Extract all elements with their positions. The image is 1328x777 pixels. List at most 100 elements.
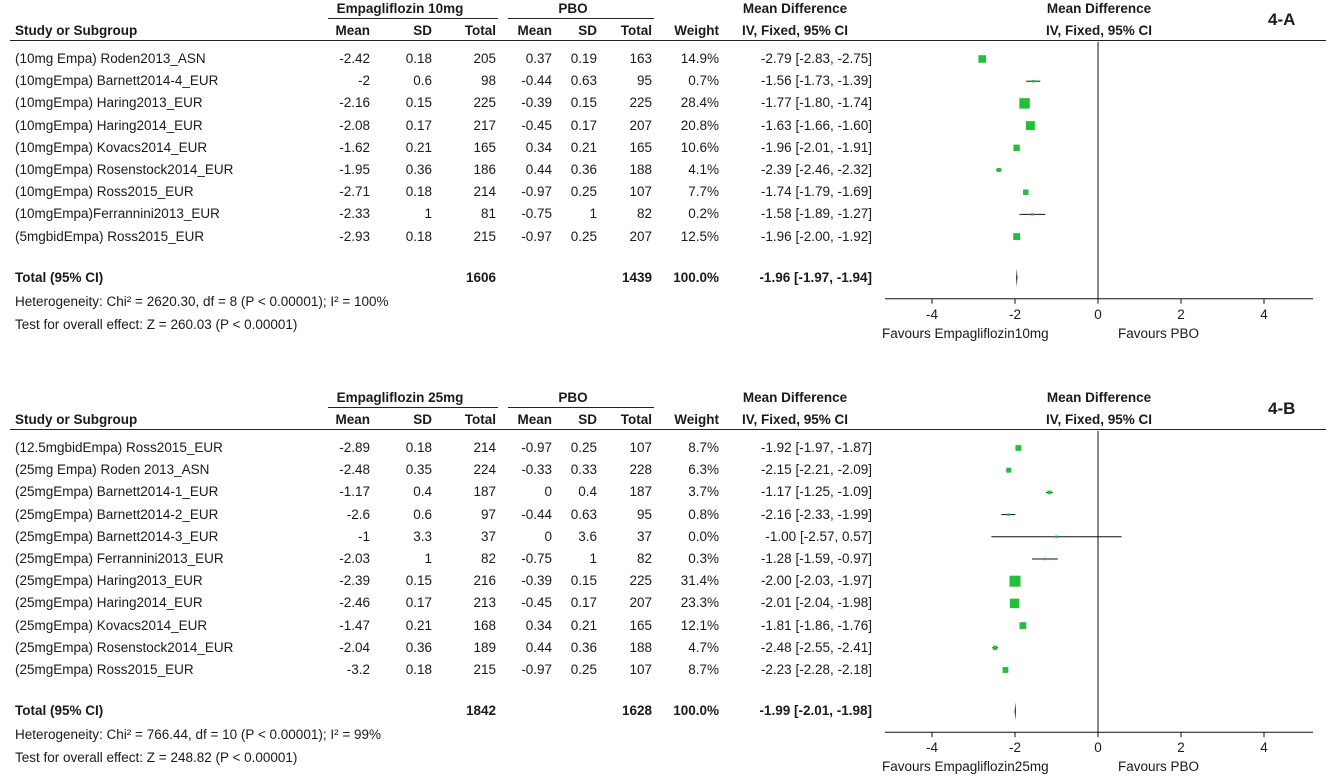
study-marker xyxy=(1009,575,1021,587)
control-total: 107 xyxy=(629,662,652,677)
treatment-sd: 0.17 xyxy=(405,595,432,611)
treatment-mean: -2.08 xyxy=(339,117,370,133)
study-weight: 0.3% xyxy=(688,551,719,566)
total-md-ci: -1.99 [-2.01, -1.98] xyxy=(759,703,872,719)
treatment-total: 98 xyxy=(480,73,496,89)
study-marker xyxy=(996,168,1001,172)
control-sd: 0.25 xyxy=(570,184,597,200)
control-total: 107 xyxy=(629,184,652,200)
x-tick-label: -2 xyxy=(1009,740,1021,755)
x-tick-label: 2 xyxy=(1177,307,1185,322)
treatment-sd: 0.18 xyxy=(405,184,432,200)
md-title-right: Mean Difference xyxy=(1046,390,1152,405)
control-sd: 0.17 xyxy=(570,595,597,611)
sd2-col-header: SD xyxy=(578,23,597,38)
control-total: 37 xyxy=(636,528,652,544)
treatment-total: 37 xyxy=(480,528,496,544)
study-name: (25mg Empa) Roden 2013_ASN xyxy=(15,462,210,478)
total-md-ci: -1.96 [-1.97, -1.94] xyxy=(759,269,872,285)
treatment-sd: 0.18 xyxy=(405,51,432,66)
control-mean: -0.44 xyxy=(521,506,552,522)
study-name: (5mgbidEmpa) Ross2015_EUR xyxy=(15,228,205,244)
study-name: (25mgEmpa) Barnett2014-2_EUR xyxy=(15,506,219,522)
control-sd: 0.63 xyxy=(570,506,597,522)
study-marker xyxy=(1002,667,1009,673)
md-title-left: Mean Difference xyxy=(742,1,848,16)
control-total: 207 xyxy=(629,595,652,611)
study-marker xyxy=(1055,535,1058,539)
control-total: 107 xyxy=(629,440,652,455)
study-name: (25mgEmpa) Ross2015_EUR xyxy=(15,662,194,677)
treatment-mean: -2.6 xyxy=(346,506,370,522)
study-name: (25mgEmpa) Haring2014_EUR xyxy=(15,595,203,611)
study-weight: 10.6% xyxy=(680,139,719,155)
control-total: 225 xyxy=(629,573,652,589)
treatment-total: 214 xyxy=(473,184,496,200)
treatment-total: 97 xyxy=(480,506,496,522)
study-name: (25mgEmpa) Barnett2014-1_EUR xyxy=(15,484,219,500)
treatment-sd: 0.6 xyxy=(413,73,432,89)
sd2-col-header: SD xyxy=(578,412,597,427)
control-sd: 0.33 xyxy=(570,462,597,478)
study-marker xyxy=(1013,144,1020,151)
treatment-group-label: Empagliflozin 25mg xyxy=(336,390,464,405)
control-total: 82 xyxy=(636,551,652,566)
treatment-mean: -2.89 xyxy=(339,440,370,455)
control-sd: 0.25 xyxy=(570,662,597,677)
treatment-sd: 0.15 xyxy=(405,95,432,111)
study-md-ci: -1.74 [-1.79, -1.69] xyxy=(760,184,872,200)
study-marker xyxy=(1025,121,1035,131)
study-weight: 31.4% xyxy=(680,573,719,589)
treatment-sd: 1 xyxy=(424,551,432,566)
control-mean: 0.34 xyxy=(525,139,552,155)
study-name: (12.5mgbidEmpa) Ross2015_EUR xyxy=(15,440,223,455)
treatment-total: 215 xyxy=(473,662,496,677)
control-total: 228 xyxy=(629,462,652,478)
control-mean: 0.44 xyxy=(525,639,552,655)
total-control-n: 1628 xyxy=(621,703,652,719)
study-name: (10mg Empa) Roden2013_ASN xyxy=(15,51,206,66)
study-weight: 8.7% xyxy=(688,662,719,677)
treatment-mean: -1.62 xyxy=(339,139,370,155)
study-name: (10mgEmpa) Haring2014_EUR xyxy=(15,117,203,133)
study-weight: 6.3% xyxy=(688,462,719,478)
pooled-diamond xyxy=(1014,702,1016,721)
study-marker xyxy=(1019,98,1030,109)
study-marker xyxy=(1006,467,1012,473)
x-tick-label: 4 xyxy=(1260,740,1268,755)
overall-effect-text: Test for overall effect: Z = 248.82 (P <… xyxy=(15,750,298,766)
control-mean: -0.75 xyxy=(521,551,552,566)
study-md-ci: -1.58 [-1.89, -1.27] xyxy=(760,206,872,222)
treatment-sd: 0.35 xyxy=(405,462,432,478)
panel-tag: 4-A xyxy=(1268,10,1296,29)
treatment-total: 165 xyxy=(473,139,496,155)
control-mean: -0.75 xyxy=(521,206,552,222)
treatment-sd: 3.3 xyxy=(413,528,432,544)
md-method-right: IV, Fixed, 95% CI xyxy=(1045,412,1153,427)
control-mean: -0.97 xyxy=(521,440,552,455)
control-mean: 0.44 xyxy=(525,162,552,177)
treatment-total: 168 xyxy=(473,617,496,633)
treatment-total: 225 xyxy=(473,95,496,111)
study-md-ci: -2.01 [-2.04, -1.98] xyxy=(760,595,872,611)
study-marker xyxy=(1019,622,1027,630)
control-mean: -0.39 xyxy=(521,95,552,111)
study-md-ci: -2.16 [-2.33, -1.99] xyxy=(760,506,872,522)
x-tick-label: -4 xyxy=(926,740,938,755)
forest-plot: -4 -2 0 2 4 xyxy=(885,431,1313,755)
control-sd: 0.21 xyxy=(570,139,597,155)
header-rule xyxy=(10,40,1326,41)
total-label: Total (95% CI) xyxy=(15,703,104,719)
control-total: 165 xyxy=(629,139,652,155)
overall-effect-text: Test for overall effect: Z = 260.03 (P <… xyxy=(15,316,298,332)
control-mean: -0.39 xyxy=(521,573,552,589)
total1-col-header: Total xyxy=(464,23,496,38)
study-md-ci: -1.96 [-2.00, -1.92] xyxy=(760,228,872,244)
study-col-header: Study or Subgroup xyxy=(15,23,138,38)
study-md-ci: -2.39 [-2.46, -2.32] xyxy=(760,162,872,177)
control-mean: 0 xyxy=(544,528,552,544)
treatment-mean: -1.47 xyxy=(339,617,370,633)
treatment-sd: 0.36 xyxy=(405,639,432,655)
md-title-right: Mean Difference xyxy=(1046,1,1152,16)
study-col-header: Study or Subgroup xyxy=(15,412,138,427)
